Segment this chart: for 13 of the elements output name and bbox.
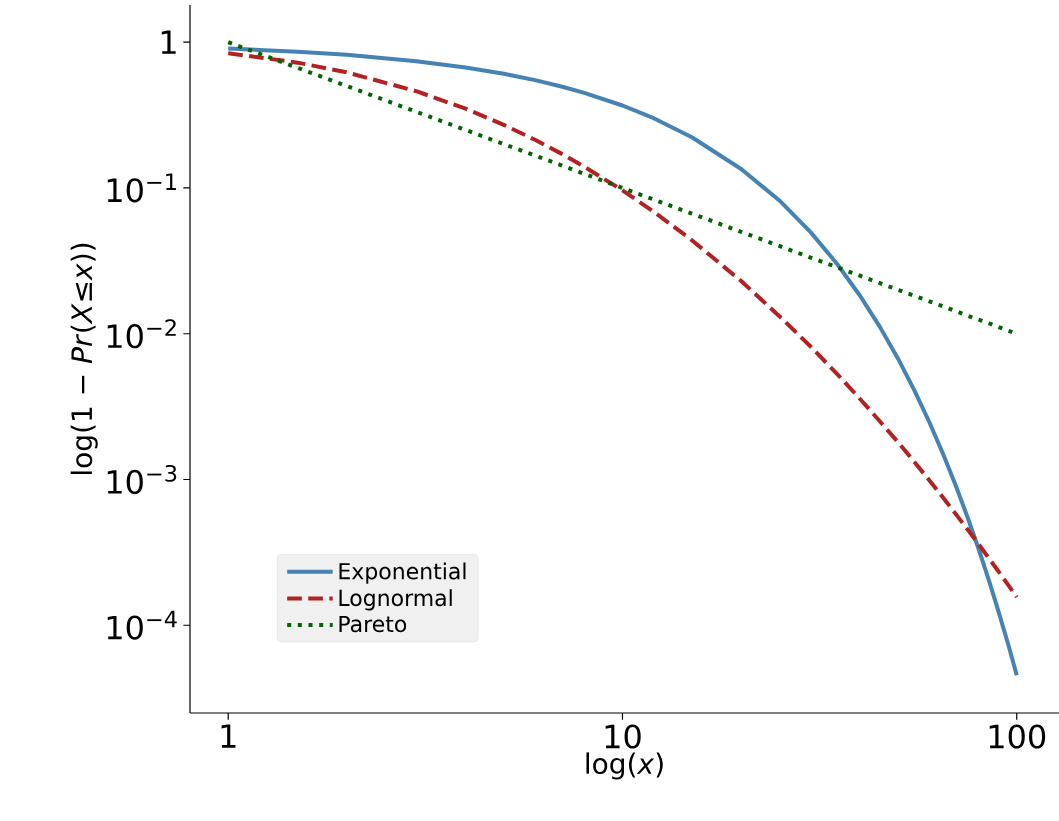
legend-label: Lognormal <box>339 589 452 611</box>
x-tick-label: 10 <box>605 724 641 749</box>
x-tick-label: 100 <box>989 724 1046 749</box>
y-tick-label: 10$^{−2}$ <box>107 319 176 349</box>
y-axis-title: log(1 − Pr(X≤x)) <box>70 243 98 474</box>
y-tick-label: 10$^{−3}$ <box>107 464 177 495</box>
x-tick-label: 1 <box>221 724 236 748</box>
legend-label: Pareto <box>339 615 407 633</box>
legend-label: Exponential <box>339 562 466 584</box>
x-axis-title: log(x) <box>586 752 663 780</box>
y-tick-label: 1 <box>161 30 176 54</box>
y-tick-label: 10$^{−1}$ <box>107 173 176 203</box>
y-tick-label: 10$^{−4}$ <box>107 610 177 640</box>
